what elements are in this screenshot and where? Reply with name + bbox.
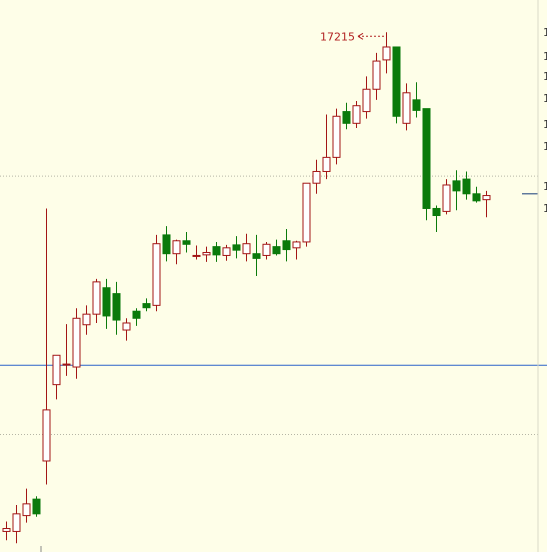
right-axis-tick-label: 1 xyxy=(543,140,547,153)
candle-up xyxy=(223,248,230,256)
candle-down xyxy=(453,181,460,191)
candle-up xyxy=(43,410,50,461)
candle-up xyxy=(203,253,210,255)
candle-down xyxy=(33,499,40,514)
candle-down xyxy=(283,241,290,250)
candle-up xyxy=(363,89,370,111)
candle-up xyxy=(263,244,270,255)
candle-up xyxy=(353,106,360,124)
candle-up xyxy=(153,244,160,306)
candle-down xyxy=(213,247,220,255)
candle-up xyxy=(73,318,80,367)
right-axis-tick-label: 1 xyxy=(543,180,547,193)
candle-down xyxy=(433,208,440,215)
candle-down xyxy=(473,194,480,201)
candle-up xyxy=(403,93,410,124)
candle-up xyxy=(333,116,340,157)
candle-up xyxy=(83,314,90,325)
candle-down xyxy=(463,179,470,194)
candle-down xyxy=(273,247,280,254)
candle-up xyxy=(243,244,250,254)
candle-up xyxy=(173,241,180,254)
candle-up xyxy=(53,355,60,384)
high-marker-label: 17215 xyxy=(320,30,355,43)
candle-up xyxy=(23,504,30,516)
candle-down xyxy=(133,311,140,318)
candle-down xyxy=(233,245,240,250)
right-axis-tick-label: 1 xyxy=(543,202,547,215)
candle-up xyxy=(443,185,450,211)
candle-up xyxy=(313,171,320,183)
candle-up xyxy=(193,255,200,256)
candle-up xyxy=(63,364,70,365)
candle-down xyxy=(343,112,350,124)
right-axis-tick-label: 1 xyxy=(543,50,547,63)
candle-up xyxy=(93,282,100,314)
candle-up xyxy=(483,196,490,200)
candle-down xyxy=(163,235,170,254)
candle-down xyxy=(103,288,110,316)
candle-up xyxy=(123,323,130,330)
candle-down xyxy=(253,254,260,259)
right-axis-tick-label: 1 xyxy=(543,70,547,83)
candle-up xyxy=(3,529,10,532)
candle-down xyxy=(143,304,150,308)
candle-up xyxy=(13,514,20,532)
candle-down xyxy=(183,241,190,245)
right-axis-tick-label: 1 xyxy=(543,26,547,39)
candle-up xyxy=(303,183,310,242)
candle-up xyxy=(293,242,300,248)
candle-down xyxy=(113,294,120,320)
candle-down xyxy=(413,100,420,111)
candle-up xyxy=(383,47,390,60)
candle-up xyxy=(373,61,380,89)
right-axis-tick-label: 1 xyxy=(543,118,547,131)
right-axis-tick-label: 1 xyxy=(543,92,547,105)
candle-down xyxy=(393,47,400,116)
candle-up xyxy=(323,157,330,171)
right-price-axis: 1 1 1 1 1 1 1 1 xyxy=(543,26,547,215)
candle-down xyxy=(423,109,430,209)
